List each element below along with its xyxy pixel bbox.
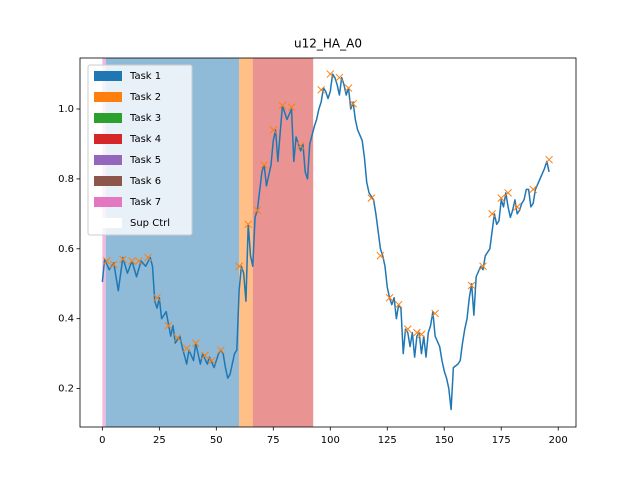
marker	[235, 262, 243, 271]
legend-swatch	[94, 134, 122, 144]
marker	[497, 194, 506, 202]
legend-swatch	[94, 113, 122, 123]
marker	[413, 328, 421, 337]
y-tick-label: 0.6	[58, 244, 74, 255]
marker	[217, 346, 225, 354]
legend-label: Sup Ctrl	[130, 218, 170, 229]
x-tick-label: 50	[210, 435, 223, 446]
chart-title: u12_HA_A0	[294, 37, 362, 51]
marker	[269, 126, 278, 134]
task-span	[239, 58, 253, 427]
x-tick-label: 75	[267, 435, 280, 446]
marker	[504, 189, 512, 197]
task-span	[252, 58, 314, 427]
marker	[118, 255, 127, 264]
marker	[134, 257, 143, 265]
x-tick-label: 25	[153, 435, 166, 446]
marker	[144, 253, 152, 262]
marker	[367, 194, 376, 202]
marker	[529, 185, 538, 194]
marker	[207, 356, 216, 365]
x-tick-label: 0	[99, 435, 105, 446]
y-tick-label: 0.4	[58, 314, 74, 325]
marker	[349, 99, 357, 108]
legend-label: Task 6	[129, 176, 161, 187]
marker	[201, 351, 209, 360]
marker	[417, 330, 426, 339]
marker	[182, 344, 191, 353]
marker	[326, 70, 335, 78]
marker	[317, 85, 326, 94]
marker	[278, 101, 287, 110]
y-tick-label: 0.8	[58, 174, 74, 185]
marker	[403, 325, 412, 334]
legend-frame	[87, 64, 193, 236]
marker	[253, 206, 262, 215]
x-tick-label: 125	[378, 435, 397, 446]
marker	[153, 293, 161, 302]
marker	[488, 209, 496, 218]
legend-label: Task 3	[129, 113, 161, 124]
legend-label: Task 5	[129, 155, 161, 166]
marker	[467, 281, 476, 290]
marker	[344, 84, 353, 92]
legend-swatch	[94, 71, 122, 81]
marker	[103, 257, 111, 265]
legend-label: Task 7	[129, 197, 161, 208]
marker	[335, 73, 344, 82]
legend-label: Task 1	[129, 71, 161, 82]
marker	[287, 103, 296, 112]
y-tick-label: 0.2	[58, 384, 74, 395]
marker	[296, 141, 305, 150]
marker	[260, 161, 269, 169]
marker	[479, 262, 487, 271]
axes-frame	[79, 57, 577, 428]
marker	[128, 257, 136, 265]
marker	[513, 203, 522, 211]
marker	[164, 321, 173, 330]
marker	[385, 293, 394, 302]
x-tick-label: 200	[549, 435, 568, 446]
legend-label: Task 4	[129, 134, 161, 145]
x-tick-label: 175	[492, 435, 511, 446]
legend-swatch	[94, 92, 122, 102]
data-line	[101, 73, 550, 411]
x-tick-label: 150	[435, 435, 454, 446]
legend-label: Task 2	[129, 92, 161, 103]
marker	[191, 339, 200, 347]
y-tick-label: 1.0	[58, 104, 74, 115]
marker	[376, 251, 385, 260]
marker	[173, 334, 182, 342]
marker	[545, 155, 553, 164]
legend-swatch	[94, 155, 122, 165]
marker	[394, 300, 403, 309]
marker	[244, 220, 253, 229]
marker	[431, 309, 439, 318]
legend: Task 1 Task 2 Task 3 Task 4 Task 5 Task 6 Task…	[87, 64, 193, 236]
task-span	[102, 58, 106, 427]
legend-swatch	[94, 218, 122, 228]
legend-swatch	[94, 176, 122, 186]
legend-swatch	[94, 197, 122, 207]
x-tick-label: 100	[321, 435, 340, 446]
marker	[109, 260, 118, 269]
